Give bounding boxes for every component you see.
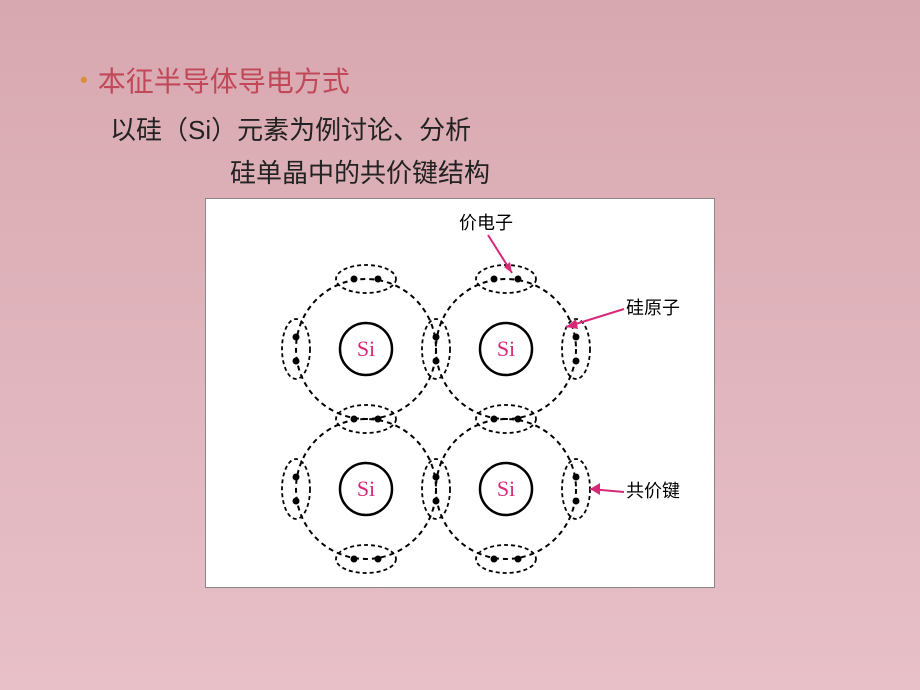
svg-text:Si: Si — [497, 476, 515, 501]
svg-text:硅原子: 硅原子 — [626, 298, 680, 318]
svg-text:Si: Si — [357, 336, 375, 361]
svg-text:Si: Si — [497, 336, 515, 361]
svg-text:共价键: 共价键 — [626, 481, 680, 501]
subtitle-1: 以硅（Si）元素为例讨论、分析 — [110, 110, 840, 147]
svg-text:价电子: 价电子 — [459, 213, 513, 233]
page-title: 本征半导体导电方式 — [98, 60, 350, 100]
bullet-icon: • — [80, 67, 88, 93]
title-row: • 本征半导体导电方式 — [80, 60, 840, 100]
silicon-bond-diagram: Si Si Si Si 价电子硅原子共价键 — [205, 198, 715, 588]
svg-text:Si: Si — [357, 476, 375, 501]
subtitle-2: 硅单晶中的共价键结构 — [230, 153, 840, 190]
